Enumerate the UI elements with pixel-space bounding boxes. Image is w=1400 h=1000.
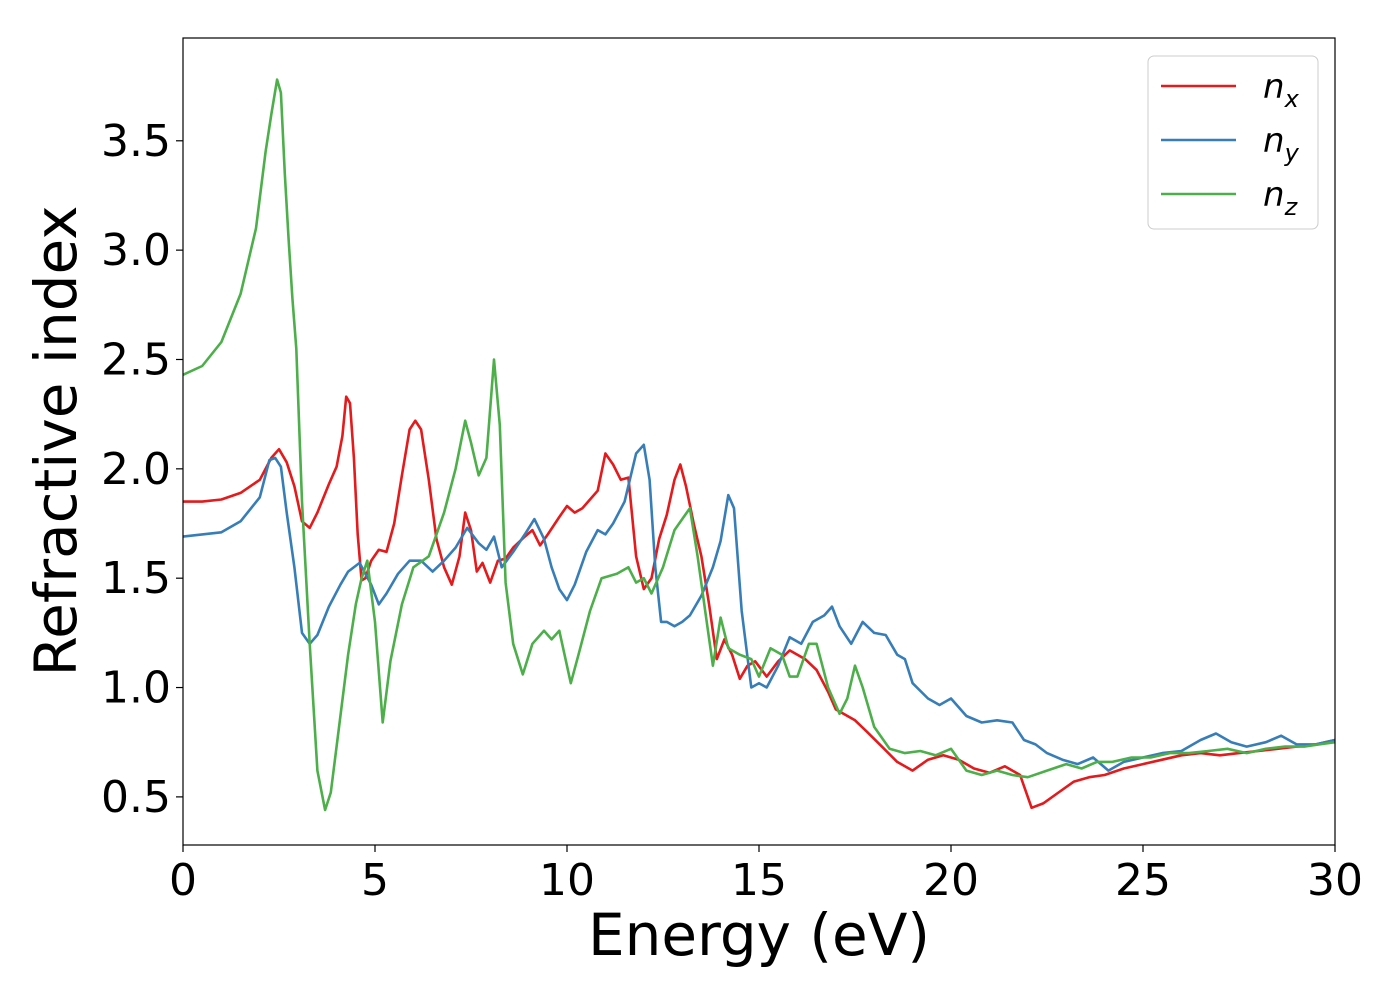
- x-axis-label: Energy (eV): [588, 901, 930, 969]
- y-tick-label: 0.5: [101, 772, 171, 823]
- series-line-nz: [182, 78, 1336, 812]
- y-tick-label: 2.0: [101, 444, 171, 495]
- x-tick-label: 10: [539, 855, 595, 906]
- y-axis-label: Refractive index: [22, 205, 90, 676]
- legend-box: [1147, 55, 1319, 230]
- y-tick-label: 3.0: [101, 225, 171, 276]
- y-tick-label: 1.5: [101, 553, 171, 604]
- x-tick-label: 30: [1307, 855, 1363, 906]
- x-tick-label: 15: [731, 855, 787, 906]
- series-line-nx: [183, 395, 1336, 810]
- y-tick-label: 3.5: [101, 116, 171, 167]
- x-tick-label: 20: [923, 855, 979, 906]
- x-tick-label: 5: [361, 855, 389, 906]
- y-tick-label: 1.0: [101, 663, 171, 714]
- x-tick-label: 25: [1115, 855, 1171, 906]
- x-tick-label: 0: [169, 855, 197, 906]
- series-layer: [182, 78, 1336, 812]
- ticks-layer: 0 5 10 15 20 25 30 0.5 1.0 1.5 2.0 2.5 3.0 3.5: [101, 116, 1363, 906]
- y-tick-label: 2.5: [101, 334, 171, 385]
